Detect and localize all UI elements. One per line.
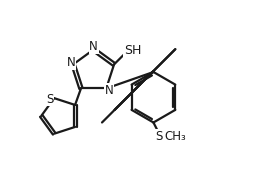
Text: SH: SH [124,44,141,57]
Text: N: N [105,84,113,97]
Text: CH₃: CH₃ [164,130,186,143]
Text: S: S [155,130,162,143]
Text: N: N [89,40,98,53]
Text: S: S [46,93,54,106]
Text: N: N [67,56,76,69]
